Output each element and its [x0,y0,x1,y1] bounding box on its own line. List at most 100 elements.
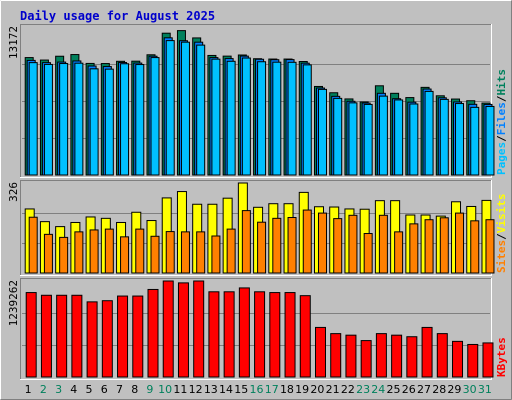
bar-sites-day-18-fill [287,217,297,274]
bar-sites-day-26 [409,223,419,274]
bar-kbytes-day-22-fill [345,334,357,378]
bar-sites-day-21 [333,218,343,274]
legend-hits-files-pages-part-0: Pages [495,142,508,175]
legend-kbytes-part-0: KBytes [495,337,508,377]
day-label-25: 25 [387,383,401,396]
bar-kbytes-day-12-fill [193,280,205,378]
day-label-14: 14 [219,383,233,396]
bar-kbytes-day-24-fill [375,333,387,378]
bar-kbytes-day-15 [238,287,250,378]
bar-pages-day-22-fill [348,102,358,176]
bar-sites-day-11-fill [180,231,190,274]
bar-pages-day-6-fill [104,68,114,176]
bar-sites-day-14 [226,228,236,274]
bar-sites-day-24 [378,214,388,274]
bar-sites-day-4-fill [74,231,84,274]
bar-kbytes-day-13 [208,291,220,378]
day-label-11: 11 [173,383,187,396]
bar-sites-day-24-fill [378,214,388,274]
day-label-30: 30 [463,383,477,396]
legend-visits-sites-part-1: / [495,233,508,240]
bar-kbytes-day-22 [345,334,357,378]
bar-kbytes-day-3 [56,294,68,378]
bar-sites-day-16 [257,221,267,274]
bar-pages-day-13-fill [211,58,221,176]
bar-pages-day-30-fill [470,106,480,176]
bar-pages-day-23-fill [363,103,373,176]
day-label-23: 23 [356,383,370,396]
bar-kbytes-day-30 [467,343,479,378]
bar-sites-day-7-fill [120,236,130,274]
bar-sites-day-27-fill [424,219,434,274]
bar-pages-day-23 [363,103,373,176]
bar-kbytes-day-10-fill [162,280,174,378]
bar-sites-day-15-fill [241,210,251,274]
legend-hits-files-pages-part-4: Hits [495,69,508,96]
bar-pages-day-3-fill [59,63,69,176]
bar-pages-day-14-fill [226,60,236,176]
bar-sites-day-25 [394,231,404,274]
bar-kbytes-day-29-fill [452,340,464,378]
bar-kbytes-day-15-fill [238,287,250,378]
bar-sites-day-13-fill [211,235,221,274]
bar-pages-day-2 [43,63,53,176]
bar-kbytes-day-6 [101,300,113,378]
bar-pages-day-20 [317,88,327,176]
bar-sites-day-19-fill [302,209,312,274]
legend-hits-files-pages-part-1: / [495,135,508,142]
day-label-13: 13 [204,383,218,396]
bar-sites-day-22-fill [348,214,358,274]
day-label-16: 16 [250,383,264,396]
bar-sites-day-4 [74,231,84,274]
series-legend-hits-files-pages: Pages/Files/Hits [495,69,508,175]
bar-kbytes-day-9 [147,288,159,378]
bar-sites-day-28-fill [439,217,449,274]
bar-pages-day-17 [272,61,282,176]
bar-pages-day-15 [241,57,251,176]
bar-pages-day-7-fill [120,63,130,176]
bar-sites-day-25-fill [394,231,404,274]
day-label-8: 8 [131,383,138,396]
bar-kbytes-day-30-fill [467,343,479,378]
bar-kbytes-day-4 [71,294,83,378]
day-label-4: 4 [70,383,77,396]
bar-kbytes-day-28-fill [436,333,448,378]
bar-sites-day-29 [455,212,465,274]
bar-sites-day-31 [485,219,495,274]
bar-sites-day-10 [165,231,175,274]
bar-kbytes-day-1 [25,292,37,378]
bar-pages-day-16 [257,61,267,176]
bar-pages-day-4-fill [74,62,84,176]
bar-pages-day-21-fill [333,97,343,176]
series-legend-kbytes: KBytes [495,337,508,377]
bar-kbytes-day-9-fill [147,288,159,378]
bar-sites-day-19 [302,209,312,274]
bar-kbytes-day-5-fill [86,301,98,378]
day-axis: 1 2 3 4 5 6 7 8 9 10 11 12 13 14 15 16 17 18 19 20 21 22 23 24 2… [25,383,492,396]
bar-sites-day-20 [317,212,327,274]
bar-pages-day-1-fill [28,62,38,176]
bar-sites-day-9-fill [150,235,160,274]
bar-sites-day-3-fill [59,236,69,274]
bar-pages-day-15-fill [241,57,251,176]
bar-pages-day-21 [333,97,343,176]
day-label-9: 9 [146,383,153,396]
bar-kbytes-day-10 [162,280,174,378]
bar-pages-day-10-fill [165,40,175,176]
day-label-20: 20 [310,383,324,396]
bar-kbytes-day-7-fill [117,295,129,378]
bar-kbytes-day-14 [223,291,235,378]
bar-pages-day-5 [89,68,99,176]
bar-kbytes-day-8 [132,295,144,378]
bar-pages-day-24-fill [378,95,388,176]
day-label-26: 26 [402,383,416,396]
bar-pages-day-29-fill [455,103,465,176]
bar-kbytes-day-1-fill [25,292,37,378]
bar-kbytes-day-28 [436,333,448,378]
bar-pages-day-24 [378,95,388,176]
bar-sites-day-3 [59,236,69,274]
bar-kbytes-day-3-fill [56,294,68,378]
y-max-label-hits-files-pages: 13172 [7,26,20,59]
bar-sites-day-2 [43,233,53,274]
